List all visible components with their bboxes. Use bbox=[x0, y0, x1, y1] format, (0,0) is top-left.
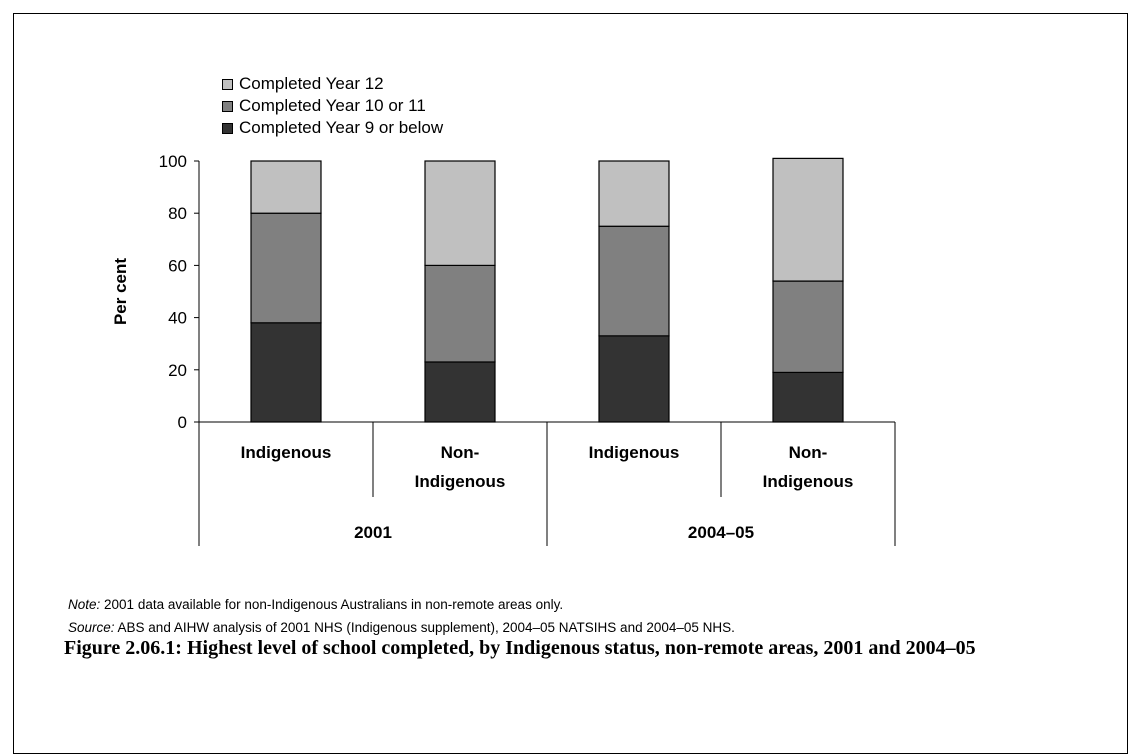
legend-item-year12: Completed Year 12 bbox=[222, 74, 384, 94]
bar-segment bbox=[424, 264, 496, 363]
x-category-label: Indigenous bbox=[415, 472, 506, 491]
stacked-bar-chart: 0 20 40 60 80 100 Per cent Indigenous Non- Indige… bbox=[111, 152, 896, 546]
bar-segment bbox=[772, 371, 844, 423]
source-label: Source: bbox=[68, 620, 115, 635]
legend-label-year10-11: Completed Year 10 or 11 bbox=[239, 96, 426, 115]
bar-segment bbox=[772, 280, 844, 374]
figure-caption: Figure 2.06.1: Highest level of school c… bbox=[64, 637, 976, 659]
note: Note: 2001 data available for non-Indige… bbox=[68, 597, 563, 612]
y-tick-label: 20 bbox=[168, 361, 187, 380]
legend-label-year9: Completed Year 9 or below bbox=[239, 118, 444, 137]
y-tick-label: 60 bbox=[168, 256, 187, 275]
legend-swatch-year9 bbox=[222, 122, 233, 134]
bar-segment bbox=[250, 160, 322, 214]
legend-label-year12: Completed Year 12 bbox=[239, 74, 384, 93]
bar-segment bbox=[250, 212, 322, 324]
y-tick-label: 80 bbox=[168, 204, 187, 223]
bar-segment bbox=[424, 160, 496, 267]
y-tick-label: 100 bbox=[159, 152, 187, 171]
bar-segment bbox=[598, 160, 670, 227]
x-category-label: Non- bbox=[441, 443, 480, 462]
x-category-label: Indigenous bbox=[589, 443, 680, 462]
x-category-label: Indigenous bbox=[763, 472, 854, 491]
legend-item-year9: Completed Year 9 or below bbox=[222, 118, 443, 138]
legend-swatch-year12 bbox=[222, 78, 233, 90]
bar-segment bbox=[424, 361, 496, 423]
figure-frame bbox=[13, 13, 1128, 754]
y-tick-label: 0 bbox=[178, 413, 187, 432]
x-group-label: 2004–05 bbox=[688, 523, 754, 542]
x-category-label: Non- bbox=[789, 443, 828, 462]
bar-segment bbox=[772, 157, 844, 282]
bar-segment bbox=[250, 322, 322, 423]
bar-segment bbox=[598, 225, 670, 337]
bar-segment bbox=[598, 335, 670, 423]
y-tick-label: 40 bbox=[168, 309, 187, 328]
note-label: Note: bbox=[68, 597, 101, 612]
note-text: 2001 data available for non-Indigenous A… bbox=[100, 597, 564, 612]
x-group-label: 2001 bbox=[354, 523, 392, 542]
legend-swatch-year10-11 bbox=[222, 100, 233, 112]
x-category-label: Indigenous bbox=[241, 443, 332, 462]
legend-item-year10-11: Completed Year 10 or 11 bbox=[222, 96, 426, 116]
source-note: Source: ABS and AIHW analysis of 2001 NH… bbox=[68, 620, 735, 635]
source-text: ABS and AIHW analysis of 2001 NHS (Indig… bbox=[114, 620, 735, 635]
y-axis-title: Per cent bbox=[111, 258, 130, 325]
